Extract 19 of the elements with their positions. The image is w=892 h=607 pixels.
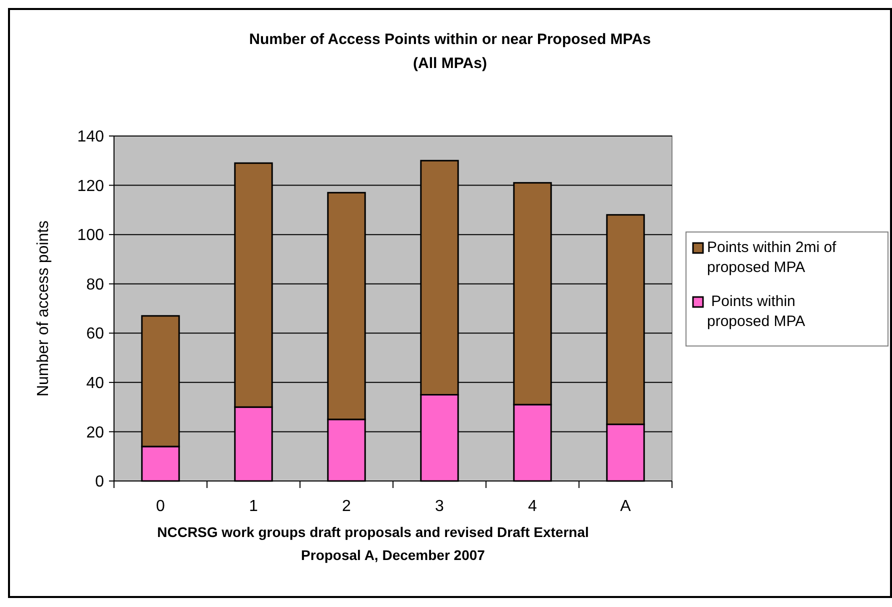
y-tick-label: 0 [95,474,104,491]
legend-label: Points within 2mi of proposed MPA [707,239,838,276]
x-tick-label: 4 [528,498,538,515]
y-tick-label: 40 [86,375,104,392]
y-tick-label: 80 [86,276,104,294]
legend-label: Points within proposed MPA [707,293,806,330]
y-axis-title: Number of access points [35,220,52,397]
y-tick-label: 60 [86,326,104,343]
y-tick-label: 140 [77,128,104,146]
y-tick-label: 100 [77,227,104,244]
y-tick-label: 120 [77,178,104,195]
y-tick-label: 20 [86,424,104,442]
x-axis-title: NCCRSG work groups draft proposals and revised Draft External Proposal A, December 2007 [157,524,589,563]
x-tick-label: 1 [249,498,258,515]
chart-title: Number of Access Points within or near Proposed MPAs (All MPAs) [249,31,651,72]
x-tick-label: A [620,498,632,515]
x-tick-label: 0 [156,498,166,515]
x-tick-label: 2 [342,498,352,515]
x-tick-label: 3 [435,498,444,515]
